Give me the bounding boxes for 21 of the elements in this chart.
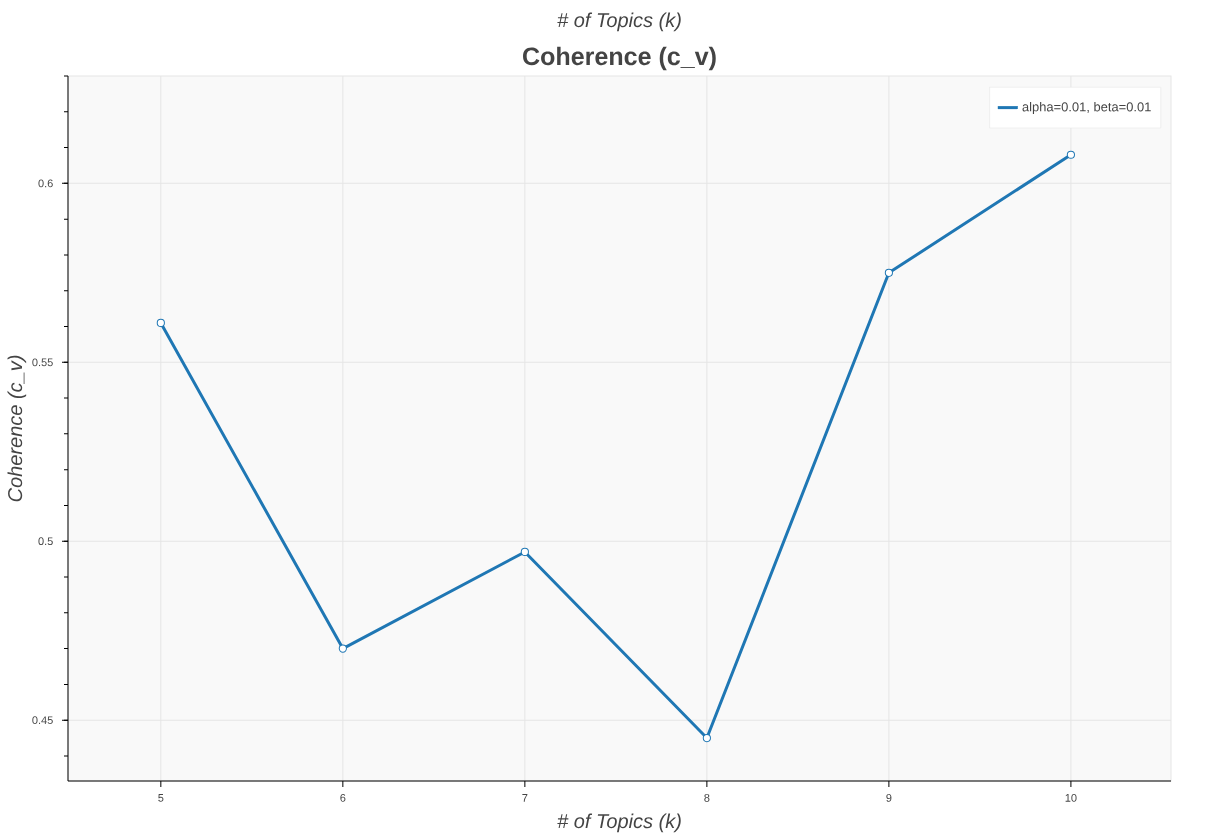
point <box>884 268 893 277</box>
point <box>520 547 529 557</box>
point <box>338 644 347 653</box>
y-tick-label: 0.6 <box>38 179 53 188</box>
x-tick-label: 5 <box>158 794 164 802</box>
point <box>156 318 165 328</box>
point <box>1066 150 1075 159</box>
x-tick-label: 6 <box>340 793 346 802</box>
x-tick-label: 10 <box>1065 793 1077 802</box>
x-tick-label: 9 <box>886 793 892 802</box>
y-axis-title: Coherence (c_v) <box>7 355 27 502</box>
y-tick-label: 0.5 <box>38 537 53 546</box>
text: # of Topics (k) <box>557 12 681 32</box>
chart-title: Coherence (c_v) <box>523 46 716 71</box>
x-tick-label: 8 <box>704 793 710 802</box>
y-tick-label: 0.45 <box>32 716 53 725</box>
point <box>702 733 711 743</box>
legend-label: alpha=0.01, beta=0.01 <box>1022 101 1151 114</box>
y-tick-label: 0.55 <box>32 358 53 367</box>
x-tick-label: 7 <box>522 794 528 802</box>
x-axis-title: # of Topics (k) <box>557 813 681 833</box>
